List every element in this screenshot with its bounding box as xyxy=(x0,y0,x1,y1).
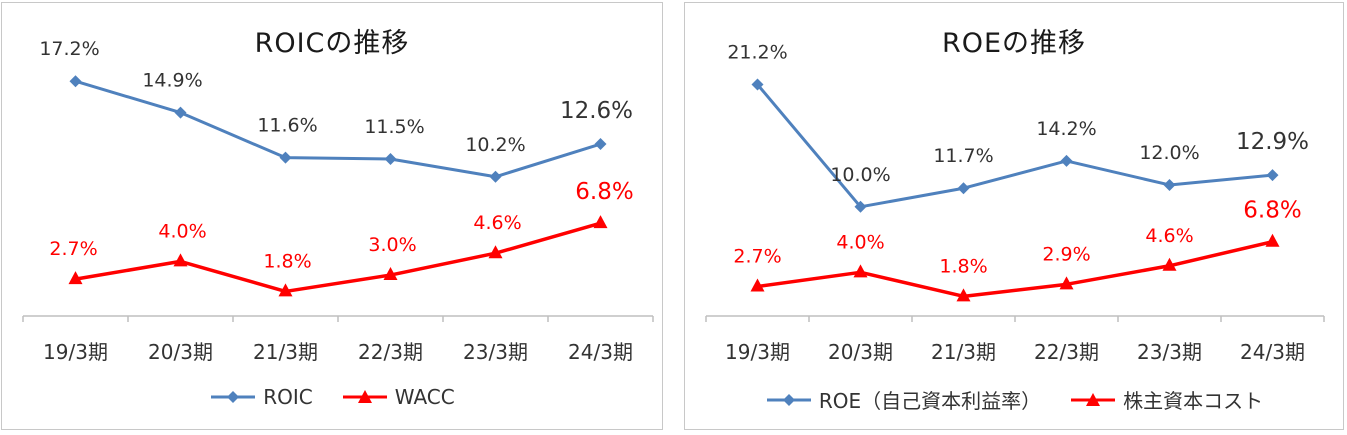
data-point xyxy=(1266,169,1279,182)
data-point xyxy=(750,278,765,292)
data-label: 4.0% xyxy=(836,231,884,253)
data-point xyxy=(1059,276,1074,290)
x-tick-label: 22/3期 xyxy=(358,340,423,364)
data-point xyxy=(751,78,764,91)
data-point xyxy=(594,138,607,151)
data-label: 11.5% xyxy=(364,116,424,138)
x-tick-label: 24/3期 xyxy=(1240,340,1305,364)
chart-legend: ROE（自己資本利益率） 株主資本コスト xyxy=(685,385,1343,414)
roic-chart-panel: ROICの推移 19/3期 20/3期 21/3期 22/3期 23/3期 24/3期 17… xyxy=(1,2,663,430)
data-label: 4.6% xyxy=(473,212,521,234)
roic-plot: 19/3期 20/3期 21/3期 22/3期 23/3期 24/3期 17.2% 14.9%… xyxy=(22,38,654,364)
data-label: 11.6% xyxy=(257,115,317,137)
series-line xyxy=(757,240,1273,299)
x-tick-label: 21/3期 xyxy=(931,340,996,364)
diamond-marker-icon xyxy=(211,391,256,403)
data-label: 12.0% xyxy=(1139,142,1199,164)
data-label: 12.6% xyxy=(560,98,633,124)
data-point xyxy=(384,153,397,166)
data-label: 4.0% xyxy=(158,220,206,242)
data-label: 21.2% xyxy=(727,41,787,63)
legend-label: 株主資本コスト xyxy=(1123,389,1264,413)
data-label: 1.8% xyxy=(263,250,311,272)
legend-item-wacc: WACC xyxy=(341,385,455,409)
x-tick-label: 20/3期 xyxy=(828,340,893,364)
roe-plot: 19/3期 20/3期 21/3期 22/3期 23/3期 24/3期 21.2% 10.0%… xyxy=(705,41,1325,364)
series-line xyxy=(756,83,1273,209)
legend-item-cost-of-equity: 株主資本コスト xyxy=(1069,385,1263,414)
x-tick-label: 19/3期 xyxy=(43,340,108,364)
data-point xyxy=(1060,154,1073,167)
data-label: 2.9% xyxy=(1042,243,1090,265)
data-label: 17.2% xyxy=(39,38,99,60)
data-label: 2.7% xyxy=(733,246,781,268)
data-point xyxy=(173,253,188,267)
chart-legend: ROIC WACC xyxy=(2,385,662,409)
x-tick-label: 20/3期 xyxy=(148,340,213,364)
legend-label: ROE（自己資本利益率） xyxy=(818,389,1042,413)
data-point xyxy=(383,267,398,281)
data-label: 10.0% xyxy=(830,164,890,186)
diamond-marker-icon xyxy=(766,393,811,406)
legend-item-roe: ROE（自己資本利益率） xyxy=(765,385,1041,414)
x-tick-label: 22/3期 xyxy=(1034,340,1099,364)
legend-label: ROIC xyxy=(263,385,313,409)
data-label: 4.6% xyxy=(1145,225,1193,247)
data-point xyxy=(956,288,971,302)
series-line xyxy=(75,79,601,179)
data-point xyxy=(957,182,970,195)
data-point xyxy=(279,151,292,164)
x-tick-label: 24/3期 xyxy=(568,340,633,364)
x-tick-label: 21/3期 xyxy=(253,340,318,364)
data-point xyxy=(593,215,608,229)
data-point xyxy=(1163,178,1176,191)
data-label: 1.8% xyxy=(939,255,987,277)
legend-label: WACC xyxy=(394,385,455,409)
data-label: 12.9% xyxy=(1236,129,1309,155)
data-label: 11.7% xyxy=(933,145,993,167)
data-point xyxy=(1265,233,1280,247)
data-point xyxy=(853,264,868,278)
data-label: 10.2% xyxy=(465,134,525,156)
data-label: 14.9% xyxy=(142,70,202,92)
series-line xyxy=(75,221,601,294)
roe-chart-panel: ROEの推移 19/3期 20/3期 21/3期 22/3期 23/3期 24/3期 21.… xyxy=(684,2,1344,430)
x-tick-label: 23/3期 xyxy=(1137,340,1202,364)
data-label: 6.8% xyxy=(575,179,633,205)
data-point xyxy=(1162,257,1177,271)
data-point xyxy=(488,245,503,259)
x-tick-label: 19/3期 xyxy=(725,340,790,364)
x-tick-label: 23/3期 xyxy=(463,340,528,364)
data-label: 14.2% xyxy=(1036,118,1096,140)
data-point xyxy=(68,271,83,285)
chart-title: ROICの推移 xyxy=(254,28,410,59)
triangle-marker-icon xyxy=(342,390,387,403)
triangle-marker-icon xyxy=(1071,392,1116,406)
data-point xyxy=(854,200,867,213)
data-point xyxy=(174,106,187,119)
data-point xyxy=(278,283,293,297)
data-label: 2.7% xyxy=(49,238,97,260)
data-point xyxy=(69,75,82,88)
data-label: 3.0% xyxy=(368,234,416,256)
data-point xyxy=(489,170,502,183)
chart-title: ROEの推移 xyxy=(941,28,1087,59)
legend-item-roic: ROIC xyxy=(209,385,313,409)
data-label: 6.8% xyxy=(1243,198,1301,224)
